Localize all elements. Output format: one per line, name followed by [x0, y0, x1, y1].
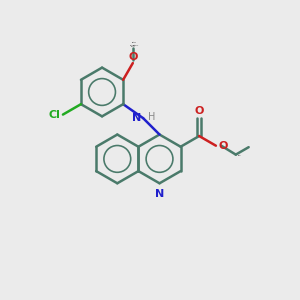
Text: H: H: [148, 112, 156, 122]
Text: ethyl: ethyl: [238, 155, 242, 156]
Text: N: N: [155, 189, 164, 199]
Text: N: N: [132, 113, 142, 123]
Text: methyl: methyl: [130, 46, 135, 47]
Text: methyl: methyl: [132, 42, 137, 43]
Text: methoxy: methoxy: [130, 45, 136, 46]
Text: O: O: [194, 106, 204, 116]
Text: O: O: [218, 141, 228, 151]
Text: methoxy: methoxy: [133, 45, 139, 46]
Text: Cl: Cl: [49, 110, 61, 120]
Text: O: O: [128, 52, 137, 61]
